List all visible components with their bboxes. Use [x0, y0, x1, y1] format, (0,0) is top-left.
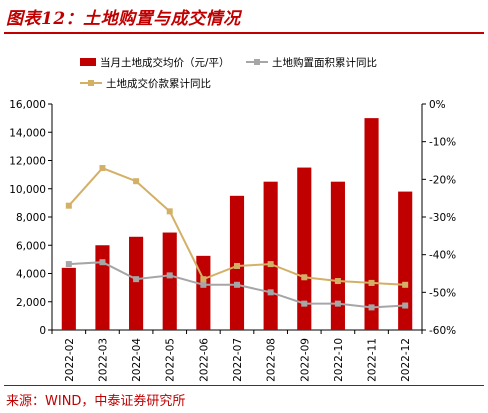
- land-value-yoy-point: [301, 274, 308, 281]
- land-area-yoy-point: [402, 302, 409, 309]
- land-area-yoy-point: [267, 289, 274, 296]
- land-area-yoy-point: [301, 300, 308, 307]
- bar: [398, 191, 413, 330]
- x-tick-label: 2022-11: [367, 338, 379, 382]
- x-tick-label: 2022-12: [400, 338, 412, 382]
- y-tick-label-left: 8,000: [16, 212, 46, 224]
- y-tick-label-right: -10%: [429, 137, 456, 149]
- y-tick-label-right: -40%: [429, 250, 456, 262]
- bar: [61, 267, 76, 330]
- legend-label-gold-line: 土地成交价款累计同比: [106, 77, 211, 90]
- y-tick-label-left: 16,000: [9, 99, 46, 111]
- x-tick-label: 2022-02: [64, 338, 76, 382]
- legend-swatch-bar: [80, 58, 96, 66]
- y-tick-label-left: 10,000: [9, 184, 46, 196]
- x-tick-label: 2022-05: [165, 338, 177, 382]
- land-area-yoy-point: [368, 304, 375, 311]
- y-tick-label-right: -50%: [429, 287, 456, 299]
- bar: [162, 232, 177, 330]
- land-area-yoy-point: [234, 281, 240, 288]
- land-value-yoy-point: [267, 261, 274, 268]
- y-tick-label-left: 14,000: [9, 127, 46, 139]
- legend-label-bar: 当月土地成交均价（元/平）: [100, 56, 230, 69]
- x-tick-label: 2022-10: [333, 338, 345, 382]
- y-tick-label-left: 4,000: [16, 269, 46, 281]
- land-area-yoy-point: [99, 259, 106, 266]
- source-note: 来源：WIND，中泰证券研究所: [6, 394, 186, 409]
- bar: [196, 255, 211, 330]
- y-tick-label-left: 12,000: [9, 156, 46, 168]
- land-area-yoy-point: [65, 261, 72, 268]
- y-tick-label-right: 0%: [429, 99, 446, 111]
- bar: [95, 245, 110, 330]
- y-tick-label-right: -20%: [429, 174, 456, 186]
- chart: 当月土地成交均价（元/平） 土地购置面积累计同比 土地成交价款累计同比 0 2,0…: [9, 56, 456, 382]
- bar: [129, 236, 144, 330]
- legend-label-grey-line: 土地购置面积累计同比: [272, 56, 377, 69]
- land-value-yoy-point: [368, 279, 375, 286]
- legend: 当月土地成交均价（元/平） 土地购置面积累计同比 土地成交价款累计同比: [80, 56, 377, 90]
- bar: [229, 195, 245, 330]
- line-series: [65, 165, 409, 311]
- x-tick-label: 2022-07: [232, 338, 244, 382]
- axes: 0 2,000 4,000 6,000 8,000 10,000 12,000 14,000 1…: [9, 99, 456, 382]
- land-area-yoy-point: [200, 281, 207, 288]
- x-tick-label: 2022-09: [299, 338, 311, 382]
- bar: [263, 181, 278, 330]
- land-area-yoy-point: [166, 272, 173, 279]
- x-tick-label: 2022-04: [131, 338, 143, 382]
- y-tick-label-left: 0: [39, 325, 46, 337]
- land-area-yoy-point: [133, 276, 140, 283]
- bar: [364, 118, 379, 330]
- footer-divider: [4, 385, 484, 386]
- legend-marker-gold: [88, 80, 94, 86]
- title-divider: [4, 32, 484, 34]
- land-value-yoy-point: [402, 281, 409, 288]
- x-tick-label: 2022-08: [266, 338, 278, 382]
- page-title: 图表12：土地购置与成交情况: [6, 9, 241, 29]
- land-value-yoy-point: [234, 262, 240, 269]
- land-value-yoy-point: [133, 178, 140, 185]
- bar-series: [61, 118, 413, 330]
- land-area-yoy-point: [334, 300, 341, 307]
- y-tick-label-right: -60%: [429, 325, 456, 337]
- land-value-yoy-point: [65, 202, 72, 209]
- legend-marker-grey: [254, 59, 260, 65]
- land-value-yoy-point: [99, 165, 106, 172]
- land-value-yoy-point: [334, 278, 341, 285]
- x-tick-label: 2022-06: [198, 338, 210, 382]
- bar: [330, 181, 345, 330]
- y-tick-label-left: 6,000: [16, 240, 46, 252]
- land-value-yoy-point: [200, 276, 207, 283]
- land-value-yoy-point: [166, 208, 173, 215]
- y-tick-label-left: 2,000: [16, 297, 46, 309]
- x-tick-label: 2022-03: [97, 338, 109, 382]
- bar: [297, 167, 312, 330]
- y-tick-label-right: -30%: [429, 212, 456, 224]
